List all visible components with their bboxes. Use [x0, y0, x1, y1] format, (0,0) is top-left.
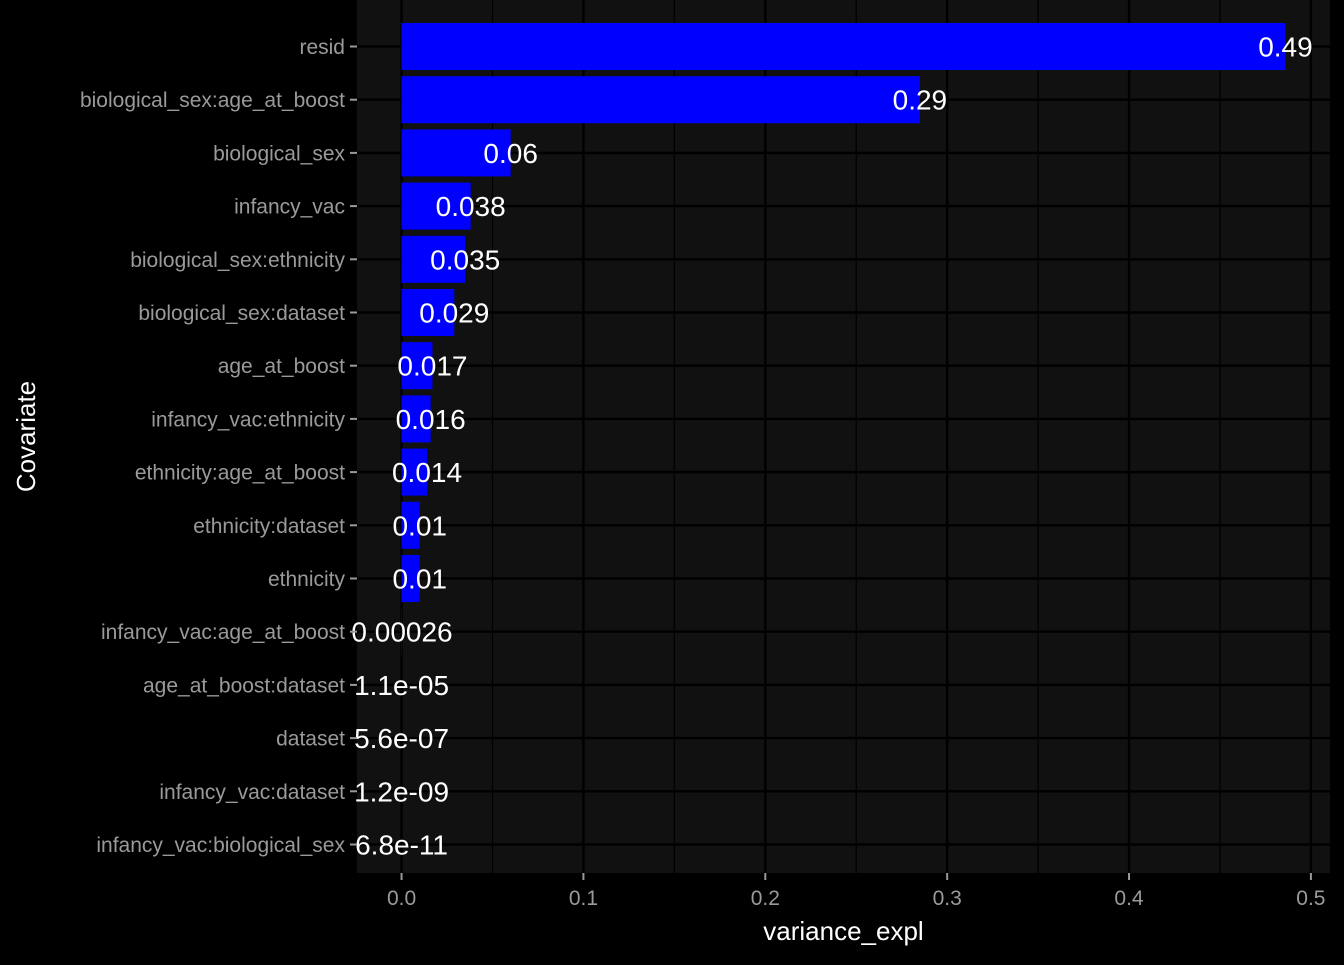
- data-label: 0.035: [430, 244, 500, 275]
- y-axis-title: Covariate: [11, 381, 41, 492]
- x-tick-label: 0.0: [387, 887, 416, 910]
- data-label: 0.017: [397, 351, 467, 382]
- y-tick-label: dataset: [276, 728, 345, 751]
- data-label: 0.029: [419, 298, 489, 329]
- y-tick-label: biological_sex: [213, 142, 345, 165]
- data-label: 0.06: [483, 138, 538, 169]
- y-tick-label: ethnicity: [268, 568, 346, 591]
- y-tick-label: infancy_vac:age_at_boost: [101, 621, 345, 644]
- y-tick-label: biological_sex:ethnicity: [130, 249, 345, 272]
- y-tick-label: ethnicity:age_at_boost: [135, 462, 345, 485]
- data-label: 1.2e-09: [354, 776, 449, 807]
- data-label: 0.01: [392, 510, 447, 541]
- data-label: 0.014: [392, 457, 462, 488]
- x-axis: 0.0 0.1 0.2 0.3 0.4 0.5: [387, 873, 1326, 910]
- y-tick-label: biological_sex:age_at_boost: [80, 89, 345, 112]
- data-label: 0.00026: [351, 617, 452, 648]
- data-label: 0.01: [392, 564, 447, 595]
- y-tick-label: infancy_vac: [234, 196, 345, 219]
- data-label: 6.8e-11: [355, 830, 448, 861]
- x-tick-label: 0.1: [569, 887, 598, 910]
- data-label: 0.49: [1258, 32, 1313, 63]
- y-tick-label: biological_sex:dataset: [138, 302, 345, 325]
- x-tick-label: 0.5: [1296, 887, 1325, 910]
- y-tick-label: age_at_boost:dataset: [143, 674, 345, 697]
- data-label: 5.6e-07: [354, 723, 449, 754]
- y-tick-label: infancy_vac:biological_sex: [96, 834, 345, 857]
- x-tick-label: 0.3: [933, 887, 962, 910]
- data-label: 0.016: [396, 404, 466, 435]
- y-tick-label: infancy_vac:dataset: [159, 781, 345, 804]
- x-tick-label: 0.4: [1114, 887, 1144, 910]
- y-tick-label: ethnicity:dataset: [193, 515, 345, 538]
- x-tick-label: 0.2: [751, 887, 780, 910]
- x-axis-title: variance_expl: [763, 916, 923, 946]
- bar-resid: [402, 23, 1286, 70]
- y-axis: resid biological_sex:age_at_boost biologic…: [80, 36, 357, 857]
- y-tick-label: resid: [299, 36, 345, 59]
- bar-biological-sex-age-at-boost: [402, 76, 920, 123]
- data-label: 0.038: [436, 191, 506, 222]
- data-label: 0.29: [893, 85, 948, 116]
- y-tick-label: age_at_boost: [218, 355, 345, 378]
- y-tick-label: infancy_vac:ethnicity: [151, 408, 345, 431]
- data-label: 1.1e-05: [354, 670, 449, 701]
